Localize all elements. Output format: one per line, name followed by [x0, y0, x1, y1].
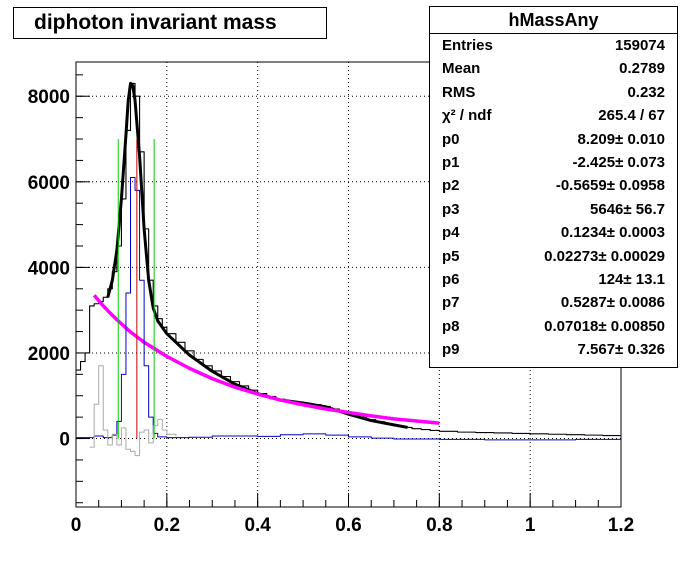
background-fit-curve: [92, 294, 440, 425]
stats-value: -2.425± 0.073: [572, 153, 665, 171]
stats-key: χ² / ndf: [442, 107, 492, 125]
stats-row: p4 0.1234± 0.0003: [430, 221, 677, 244]
y-tick-label: 8000: [28, 87, 70, 108]
grid: [75, 62, 622, 507]
stats-value: -0.5659± 0.0958: [555, 177, 665, 195]
stats-row: RMS 0.232: [430, 81, 677, 104]
stats-value: 8.209± 0.010: [577, 130, 665, 148]
y-tick-label: 6000: [28, 173, 70, 194]
stats-key: p4: [442, 224, 460, 242]
x-tick-label: 1.2: [608, 515, 634, 536]
stats-key: p2: [442, 177, 460, 195]
axes: 0 0.2 0.4 0.6 0.8 1 1.2 0 2000 4000 6000 8000: [28, 74, 634, 536]
x-tick-label: 0.2: [154, 515, 180, 536]
stats-key: Entries: [442, 37, 493, 54]
stats-key: p9: [442, 341, 460, 359]
stats-value: 124± 13.1: [598, 270, 665, 288]
stats-row: p3 5646± 56.7: [430, 198, 677, 221]
stats-row: p6 124± 13.1: [430, 268, 677, 291]
stats-value: 159074: [614, 37, 665, 54]
stats-value: 0.5287± 0.0086: [560, 294, 665, 312]
series-layer: [76, 81, 622, 457]
stats-value: 0.02273± 0.00029: [544, 247, 665, 265]
stats-row: p1 -2.425± 0.073: [430, 151, 677, 174]
y-tick-label: 0: [59, 430, 70, 451]
stats-key: p0: [442, 130, 460, 148]
stats-row: χ² / ndf 265.4 / 67: [430, 104, 677, 127]
stats-row: p0 8.209± 0.010: [430, 128, 677, 151]
stats-rows: Entries 159074 Mean 0.2789 RMS 0.232 χ² / ndf 2…: [430, 34, 677, 361]
stats-key: p8: [442, 317, 460, 335]
fit-total-curve: [106, 81, 408, 429]
stats-row: p5 0.02273± 0.00029: [430, 245, 677, 268]
y-tick-label: 2000: [28, 344, 70, 365]
stats-value: 7.567± 0.326: [577, 341, 665, 359]
stats-value: 0.232: [627, 83, 665, 101]
stats-key: RMS: [442, 83, 476, 101]
x-tick-label: 0.8: [426, 515, 452, 536]
stats-key: Mean: [442, 60, 481, 78]
stats-row: p2 -0.5659± 0.0958: [430, 174, 677, 197]
stats-box: hMassAny Entries 159074 Mean 0.2789 RMS 0.232…: [429, 6, 678, 368]
plot-title: diphoton invariant mass: [34, 11, 277, 34]
stats-row: Entries 159074: [430, 34, 677, 57]
stats-row: p8 0.07018± 0.00850: [430, 315, 677, 338]
stats-value: 5646± 56.7: [590, 200, 665, 218]
stats-key: p5: [442, 247, 460, 265]
stats-row: p9 7.567± 0.326: [430, 338, 677, 361]
stats-key: p6: [442, 270, 460, 288]
x-tick-label: 1: [525, 515, 536, 536]
x-tick-label: 0.4: [244, 515, 271, 536]
stats-key: p7: [442, 294, 460, 312]
y-tick-label: 4000: [28, 258, 70, 279]
stats-row: Mean 0.2789: [430, 57, 677, 80]
stats-value: 0.07018± 0.00850: [544, 317, 665, 335]
stats-key: p3: [442, 200, 460, 218]
x-tick-label: 0.6: [335, 515, 361, 536]
stats-key: p1: [442, 153, 460, 171]
stats-value: 265.4 / 67: [598, 107, 665, 125]
stats-value: 0.2789: [619, 60, 665, 78]
x-tick-label: 0: [71, 515, 82, 536]
stats-value: 0.1234± 0.0003: [560, 224, 665, 242]
plot-title-box: diphoton invariant mass: [13, 7, 327, 39]
stats-row: p7 0.5287± 0.0086: [430, 291, 677, 314]
stats-box-title: hMassAny: [430, 7, 677, 34]
sideband-histogram: [89, 365, 177, 457]
